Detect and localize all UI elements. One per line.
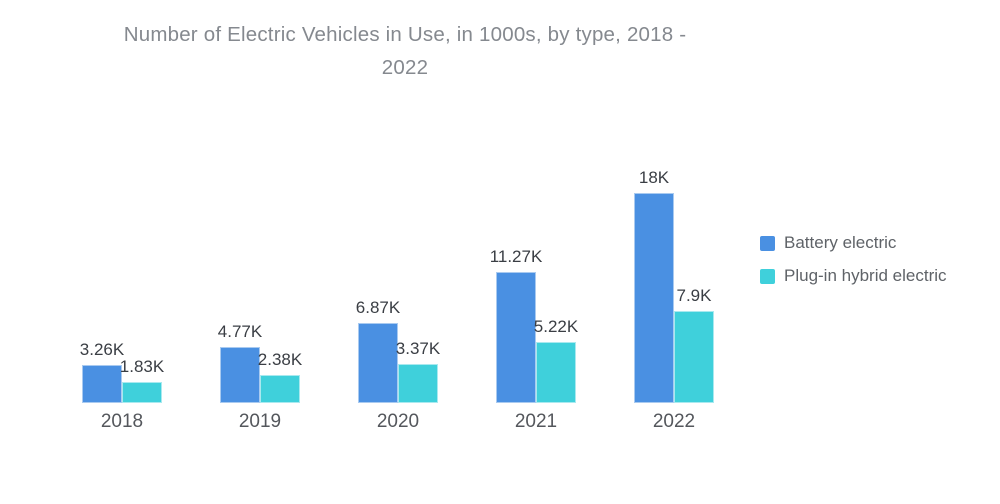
x-axis-label-2019: 2019	[238, 411, 282, 432]
value-label-plug-in-hybrid-electric-2019: 2.38K	[257, 350, 303, 370]
chart-title-line-2: 2022	[381, 56, 429, 79]
value-label-plug-in-hybrid-electric-2022: 7.9K	[676, 285, 712, 305]
x-axis-label-2021: 2021	[514, 411, 558, 432]
value-label-battery-electric-2018: 3.26K	[79, 339, 125, 359]
bar-plug-in-hybrid-electric-2020	[398, 363, 438, 403]
legend-swatch-plug-in-hybrid-electric-icon	[760, 268, 775, 284]
bar-battery-electric-2022	[634, 193, 674, 403]
value-label-battery-electric-2019: 4.77K	[217, 322, 263, 342]
x-axis-label-2020: 2020	[376, 411, 420, 432]
chart-title-line-1: Number of Electric Vehicles in Use, in 1…	[123, 23, 687, 46]
value-label-battery-electric-2021: 11.27K	[489, 246, 543, 266]
value-label-plug-in-hybrid-electric-2021: 5.22K	[533, 317, 579, 337]
bar-plug-in-hybrid-electric-2019	[260, 375, 300, 403]
value-label-battery-electric-2022: 18K	[638, 168, 670, 187]
x-axis-label-2018: 2018	[100, 411, 144, 432]
bar-plug-in-hybrid-electric-2021	[536, 342, 576, 403]
legend-item-plug-in-hybrid-electric[interactable]: Plug-in hybrid electric	[760, 266, 947, 286]
bar-battery-electric-2021	[496, 271, 536, 403]
bar-battery-electric-2018	[82, 364, 122, 403]
legend-label-plug-in-hybrid-electric: Plug-in hybrid electric	[784, 266, 947, 285]
value-label-plug-in-hybrid-electric-2020: 3.37K	[395, 338, 441, 358]
chart-title: Number of Electric Vehicles in Use, in 1…	[0, 18, 810, 84]
legend-item-battery-electric[interactable]: Battery electric	[760, 233, 947, 253]
x-axis-label-2022: 2022	[652, 411, 696, 432]
value-label-battery-electric-2020: 6.87K	[355, 297, 401, 317]
bar-plug-in-hybrid-electric-2018	[122, 381, 162, 403]
value-label-plug-in-hybrid-electric-2018: 1.83K	[119, 356, 165, 376]
bar-battery-electric-2019	[220, 347, 260, 403]
bar-plug-in-hybrid-electric-2022	[674, 310, 714, 403]
legend-swatch-battery-electric-icon	[760, 235, 775, 251]
bar-battery-electric-2020	[358, 322, 398, 403]
legend-label-battery-electric: Battery electric	[784, 233, 897, 252]
legend: Battery electric Plug-in hybrid electric	[760, 233, 947, 286]
